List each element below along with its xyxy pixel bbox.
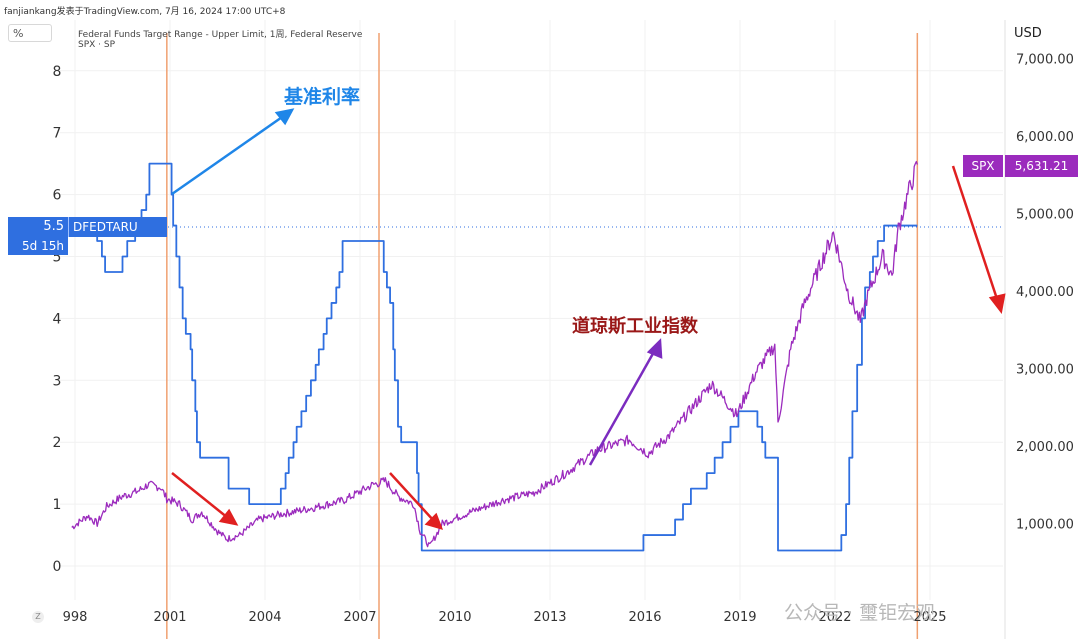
- x-tick-label: 998: [63, 610, 88, 625]
- fed-rate-tag: 5.5 DFEDTARU 5d 15h: [8, 217, 167, 257]
- dow-arrow: [588, 338, 663, 466]
- annotation-rate: 基准利率: [284, 86, 361, 108]
- right-axis-ticks: 1,000.00 2,000.00 3,000.00 4,000.00 5,000.00…: [1016, 53, 1074, 533]
- right-tick-label: 4,000.00: [1016, 285, 1074, 300]
- x-tick-label: 2010: [438, 610, 471, 625]
- left-axis-ticks: 0 1 2 3 4 5 6 7 8: [53, 64, 62, 575]
- down-arrow-2001: [171, 472, 239, 526]
- left-tick-label: 2: [53, 435, 62, 451]
- left-tick-label: 4: [53, 311, 62, 327]
- annotation-dow: 道琼斯工业指数: [572, 316, 698, 337]
- left-tick-label: 0: [53, 559, 62, 575]
- down-arrow-2008: [389, 472, 444, 530]
- left-tick-label: 8: [53, 64, 62, 80]
- header-caption: fanjiankang发表于TradingView.com, 7月 16, 20…: [4, 7, 286, 17]
- x-tick-label: 2025: [913, 610, 946, 625]
- left-tick-label: 1: [53, 497, 62, 513]
- rate-arrow: [171, 108, 295, 196]
- right-tick-label: 6,000.00: [1016, 130, 1074, 145]
- right-tick-label: 7,000.00: [1016, 53, 1074, 68]
- right-axis-currency: USD: [1014, 26, 1042, 41]
- spx-symbol: SPX: [963, 155, 1003, 177]
- right-tick-label: 2,000.00: [1016, 440, 1074, 455]
- x-axis-ticks: 998 2001 2004 2007 2010 2013 2016 2019 2022 2025: [63, 610, 947, 625]
- grid: [60, 20, 1003, 600]
- spx-value: 5,631.21: [1005, 155, 1078, 177]
- left-tick-label: 3: [53, 373, 62, 389]
- cycle-markers: [166, 33, 919, 639]
- series: [71, 160, 918, 552]
- watermark: 公众号 · 璽钜宏观: [784, 602, 936, 624]
- series-line-spx: [71, 160, 918, 548]
- x-tick-label: 2019: [723, 610, 756, 625]
- fed-rate-value: 5.5: [8, 217, 68, 237]
- x-tick-label: 2016: [628, 610, 661, 625]
- fed-rate-countdown: 5d 15h: [8, 237, 68, 255]
- x-tick-label: 2007: [343, 610, 376, 625]
- left-tick-label: 6: [53, 188, 62, 204]
- fed-rate-symbol: DFEDTARU: [68, 217, 167, 237]
- x-tick-label: 2013: [533, 610, 566, 625]
- legend-fed-funds: Federal Funds Target Range - Upper Limit…: [78, 30, 363, 40]
- left-tick-label: 5: [53, 250, 62, 266]
- scale-percent-button[interactable]: %: [8, 24, 52, 42]
- right-tick-label: 3,000.00: [1016, 363, 1074, 378]
- down-arrow-2024: [951, 165, 1006, 314]
- x-tick-label: 2004: [248, 610, 281, 625]
- right-tick-label: 5,000.00: [1016, 208, 1074, 223]
- tradingview-badge-icon[interactable]: Z: [32, 611, 44, 623]
- x-tick-label: 2022: [818, 610, 851, 625]
- series-line-dfedtaru: [71, 162, 918, 552]
- right-tick-label: 1,000.00: [1016, 518, 1074, 533]
- legend-spx: SPX · SP: [78, 40, 116, 50]
- left-tick-label: 7: [53, 126, 62, 142]
- x-tick-label: 2001: [153, 610, 186, 625]
